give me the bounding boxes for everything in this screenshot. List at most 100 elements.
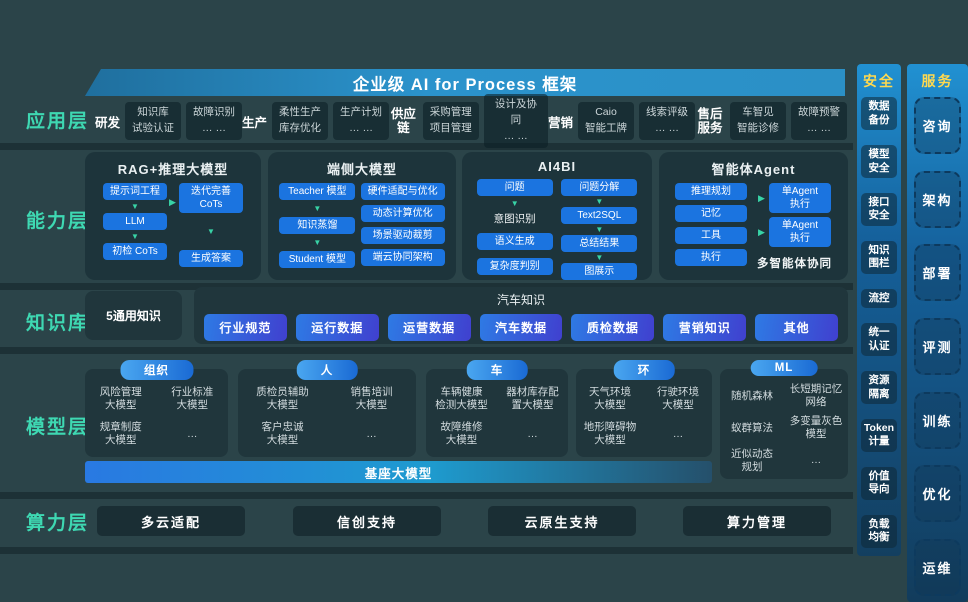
ai4bi-panel: AI4BI 问题 ▼ 意图识别 语义生成 复杂度判别 问题分解 ▼ Text2S…	[462, 152, 652, 280]
agent-module: 推理规划	[675, 183, 747, 200]
capability-item: 端云协同架构	[360, 249, 445, 266]
compute-button-cloudnative: 云原生支持	[488, 506, 636, 536]
security-column-title: 安全	[863, 73, 895, 89]
security-item: 知识 围栏	[861, 240, 897, 275]
arrow-down-icon: ▼	[313, 204, 322, 213]
arrow-down-icon: ▼	[595, 225, 604, 234]
model-group-environment: 环 天气环境 大模型 行驶环境 大模型 地形障碍物 大模型 …	[576, 360, 712, 457]
model-item: …	[672, 427, 684, 440]
layer-separator	[0, 283, 853, 290]
model-group-people: 人 质检员辅助 大模型 销售培训 大模型 客户忠诚 大模型 …	[238, 360, 416, 457]
rag-panel: RAG+推理大模型 ▶ 提示词工程 ▼ LLM ▼ 初检 CoTs 迭代完善 C…	[85, 152, 261, 280]
application-layer-row: 研发 知识库 试验认证 故障识别 … … 生产 柔性生产 库存优化 生产计划 ……	[95, 94, 847, 148]
edge-panel-title: 端侧大模型	[326, 162, 397, 177]
service-item: 评测	[914, 317, 961, 375]
model-item: 销售培训 大模型	[350, 386, 393, 412]
foundation-model-bar: 基座大模型	[85, 461, 712, 483]
model-item: 客户忠诚 大模型	[261, 421, 304, 447]
agent-module: 记忆	[675, 205, 747, 222]
flow-step: 问题	[476, 179, 553, 196]
security-item: 接口 安全	[861, 192, 897, 227]
capability-layer-label: 能力层	[26, 211, 90, 232]
layer-separator	[0, 547, 853, 554]
agent-panel-title: 智能体Agent	[711, 162, 796, 177]
knowledge-layer-label: 知识库	[26, 313, 90, 334]
layer-separator	[0, 492, 853, 499]
flow-step: Teacher 模型	[279, 183, 356, 200]
model-category-pill: 人	[296, 360, 358, 380]
framework-banner: 企业级 AI for Process 框架	[85, 69, 845, 96]
auto-knowledge-panel: 汽车知识 行业规范 运行数据 运营数据 汽车数据 质检数据 营销知识 其他	[194, 287, 848, 344]
model-item: 近似动态 规划	[731, 447, 773, 473]
arrow-right-icon: ▶	[758, 192, 765, 203]
security-column: 安全 数据 备份 模型 安全 接口 安全 知识 围栏 流控 统一 认证 资源 隔…	[857, 64, 901, 556]
security-item: 流控	[861, 288, 897, 309]
model-group-vehicle: 车 车辆健康 检测大模型 器材库存配 置大模型 故障维修 大模型 …	[426, 360, 568, 457]
ai4bi-panel-title: AI4BI	[537, 159, 577, 174]
general-knowledge-box: 5通用知识	[85, 291, 182, 340]
arrow-down-icon: ▼	[131, 232, 139, 241]
service-item: 咨询	[914, 97, 961, 154]
knowledge-pill: 运营数据	[387, 314, 471, 341]
app-feature-box: Caio 智能工牌	[578, 102, 634, 140]
model-item: 蚁群算法	[731, 421, 773, 434]
agent-panel: 智能体Agent 推理规划 记忆 工具 执行 ▶ 单Agent 执行 ▶ 单Ag…	[659, 152, 848, 280]
security-item: 价值 导向	[861, 466, 897, 501]
multi-agent-note: 多智能体协同	[757, 258, 832, 270]
arrow-down-icon: ▼	[131, 202, 139, 211]
flow-step: 复杂度判别	[476, 258, 553, 275]
services-column: 服务 咨询 架构 部署 评测 训练 优化 运维	[907, 64, 968, 602]
auto-knowledge-title: 汽车知识	[496, 293, 545, 307]
app-layer-label: 应用层	[26, 111, 90, 132]
flow-step: Text2SQL	[561, 207, 638, 224]
app-group-name: 供应链	[390, 106, 416, 135]
framework-title: 企业级 AI for Process 框架	[352, 75, 578, 94]
app-feature-box: 生产计划 … …	[333, 102, 390, 140]
model-item: 多变量灰色 模型	[789, 415, 843, 441]
app-feature-box: 线索评级 … …	[639, 102, 695, 140]
compute-button-multicloud: 多云适配	[97, 506, 245, 536]
app-feature-box: 设计及协同 … …	[483, 94, 548, 148]
model-category-pill: 车	[466, 360, 528, 380]
model-category-pill: 组织	[120, 360, 193, 380]
model-item: …	[366, 427, 377, 440]
compute-button-xinchuang: 信创支持	[293, 506, 441, 536]
model-item: 长短期记忆 网络	[789, 383, 843, 409]
model-item: 随机森林	[731, 389, 773, 402]
agent-exec-box: 单Agent 执行	[768, 183, 831, 213]
app-group-marketing: 营销 Caio 智能工牌 线索评级 … …	[548, 102, 695, 140]
arrow-down-icon: ▼	[595, 253, 604, 262]
model-item: 故障维修 大模型	[440, 421, 483, 447]
knowledge-pill: 营销知识	[663, 314, 747, 341]
model-item: …	[810, 454, 822, 467]
capability-item: 动态计算优化	[360, 205, 445, 222]
app-group-supply-chain: 供应链 采购管理 项目管理 设计及协同 … …	[389, 94, 548, 148]
app-feature-box: 故障预警 … …	[791, 102, 847, 140]
rag-panel-title: RAG+推理大模型	[117, 162, 229, 177]
service-item: 部署	[914, 244, 961, 302]
layer-separator	[0, 347, 853, 354]
app-group-production: 生产 柔性生产 库存优化 生产计划 … …	[242, 102, 390, 140]
knowledge-pill: 其他	[755, 314, 839, 341]
security-item: 负载 均衡	[861, 514, 897, 548]
model-item: 行业标准 大模型	[171, 386, 214, 412]
model-group-ml: ML 随机森林 长短期记忆 网络 蚁群算法 多变量灰色 模型 近似动态 规划 …	[720, 360, 848, 479]
model-item: 质检员辅助 大模型	[256, 386, 309, 412]
model-group-organization: 组织 风险管理 大模型 行业标准 大模型 规章制度 大模型 …	[85, 360, 228, 457]
service-item: 运维	[914, 538, 961, 596]
flow-step: LLM	[103, 213, 167, 230]
model-category-pill: 环	[613, 360, 675, 380]
arrow-down-icon: ▼	[207, 227, 215, 236]
flow-step: 语义生成	[476, 233, 553, 250]
app-group-name: 研发	[95, 115, 121, 130]
arrow-down-icon: ▼	[510, 199, 519, 208]
app-feature-box: 采购管理 项目管理	[422, 102, 479, 140]
agent-module: 执行	[675, 249, 747, 266]
app-group-aftersales: 售后服务 车智见 智能诊修 故障预警 … …	[695, 102, 847, 140]
flow-step: 迭代完善 CoTs	[179, 183, 243, 213]
compute-layer-label: 算力层	[26, 513, 90, 534]
knowledge-pill-row: 行业规范 运行数据 运营数据 汽车数据 质检数据 营销知识 其他	[194, 308, 848, 341]
arrow-right-icon: ▶	[758, 226, 765, 237]
flow-step: 图展示	[561, 263, 638, 280]
